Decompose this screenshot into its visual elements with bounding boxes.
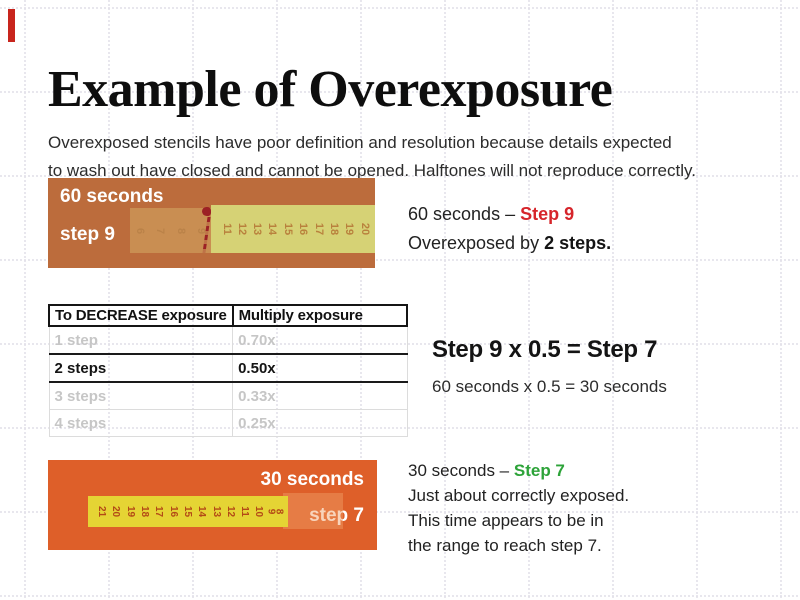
factor-cell: 0.50x bbox=[232, 353, 408, 383]
strip-number: 8 bbox=[273, 508, 285, 515]
strip-number: 16 bbox=[297, 222, 310, 236]
strip-number: 12 bbox=[225, 505, 237, 518]
table-header-cell: Multiply exposure bbox=[231, 304, 409, 327]
strip-number: 18 bbox=[328, 222, 341, 236]
strip-number: 15 bbox=[182, 505, 194, 518]
figure2-step-label: step 7 bbox=[309, 505, 364, 526]
strip-number: 16 bbox=[167, 505, 179, 518]
caption2-step: Step 7 bbox=[513, 461, 565, 480]
accent-bar bbox=[8, 9, 15, 42]
ghost-number: 7 bbox=[154, 227, 167, 234]
figure1-time-label: 60 seconds bbox=[60, 186, 164, 207]
exposure-table: To DECREASE exposure Multiply exposure 1 … bbox=[48, 304, 409, 437]
caption1-line2-bold: 2 steps. bbox=[544, 233, 612, 253]
steps-cell: 2 steps bbox=[48, 353, 234, 383]
strip-number: 20 bbox=[358, 222, 371, 236]
caption1-step: Step 9 bbox=[520, 204, 575, 224]
strip-number: 12 bbox=[235, 222, 248, 236]
strip-number: 13 bbox=[210, 505, 222, 518]
caption2-line1: 30 seconds – Step 7 bbox=[408, 458, 629, 483]
strip-number: 11 bbox=[220, 223, 233, 235]
strip-number: 14 bbox=[266, 222, 279, 236]
factor-cell: 0.25x bbox=[232, 409, 408, 437]
strip-number: 19 bbox=[343, 222, 356, 236]
intro-line-2: to wash out have closed and cannot be op… bbox=[48, 161, 696, 180]
steps-cell: 3 steps bbox=[48, 381, 234, 410]
intro-paragraph: Overexposed stencils have poor definitio… bbox=[48, 129, 708, 185]
caption2-line2: Just about correctly exposed. bbox=[408, 486, 630, 505]
caption1-line1: 60 seconds – Step 9 bbox=[408, 200, 611, 229]
strip-number: 17 bbox=[312, 222, 325, 236]
strip-number: 20 bbox=[110, 505, 122, 518]
strip-number: 17 bbox=[153, 505, 165, 518]
table-row: 4 steps 0.25x bbox=[48, 409, 408, 437]
step-wedge-strip: 21 20 19 18 17 16 15 14 13 12 11 10 9 8 bbox=[88, 496, 288, 527]
caption1-line2: Overexposed by 2 steps. bbox=[408, 229, 611, 258]
strip-number: 21 bbox=[96, 505, 108, 518]
steps-cell: 4 steps bbox=[48, 409, 234, 437]
table-row: 1 step 0.70x bbox=[48, 325, 408, 355]
exposure-table-head: To DECREASE exposure Multiply exposure bbox=[48, 304, 409, 327]
strip-number: 18 bbox=[139, 505, 151, 518]
ghost-number: 8 bbox=[174, 227, 187, 234]
factor-cell: 0.70x bbox=[232, 325, 408, 355]
page-title: Example of Overexposure bbox=[48, 60, 613, 118]
ghost-number: 6 bbox=[134, 227, 147, 234]
caption2-line3: This time appears to be in bbox=[408, 511, 604, 530]
figure2-caption: 30 seconds – Step 7 Just about correctly… bbox=[408, 458, 629, 558]
step-wedge-strip: 11 12 13 14 15 16 17 18 19 20 bbox=[211, 205, 375, 253]
steps-cell: 1 step bbox=[48, 325, 234, 355]
table-row: 3 steps 0.33x bbox=[48, 381, 408, 410]
factor-cell: 0.33x bbox=[232, 381, 408, 410]
caption1-time: 60 seconds – bbox=[408, 204, 521, 224]
strip-number: 15 bbox=[281, 222, 294, 236]
table-row: 2 steps 0.50x bbox=[48, 353, 408, 383]
strip-number: 10 bbox=[253, 505, 265, 518]
calc-subline: 60 seconds x 0.5 = 30 seconds bbox=[432, 377, 667, 396]
caption2-line4: the range to reach step 7. bbox=[408, 536, 602, 555]
figure1-step-label: step 9 bbox=[60, 224, 115, 245]
corrected-stencil-photo: 30 seconds step 7 21 20 19 18 17 16 15 14 13 12 11… bbox=[48, 460, 377, 550]
calc-headline: Step 9 x 0.5 = Step 7 bbox=[432, 336, 658, 363]
exposure-table-body: 1 step 0.70x 2 steps 0.50x 3 steps 0.33x 4 ste… bbox=[48, 325, 408, 437]
strip-number: 14 bbox=[196, 505, 208, 518]
caption1-line2-text: Overexposed by bbox=[408, 233, 545, 253]
intro-line-1: Overexposed stencils have poor definitio… bbox=[48, 133, 672, 152]
caption2-time: 30 seconds – bbox=[408, 461, 514, 480]
faint-exposure-zone bbox=[283, 493, 343, 529]
table-header-cell: To DECREASE exposure bbox=[48, 304, 234, 327]
strip-number: 19 bbox=[124, 505, 136, 518]
figure1-caption: 60 seconds – Step 9 Overexposed by 2 ste… bbox=[408, 200, 611, 258]
calculation-block: Step 9 x 0.5 = Step 7 60 seconds x 0.5 =… bbox=[432, 336, 667, 397]
figure2-time-label: 30 seconds bbox=[260, 469, 365, 490]
red-pen-mark bbox=[202, 206, 211, 254]
strip-number: 11 bbox=[239, 506, 251, 517]
strip-number: 13 bbox=[251, 222, 264, 236]
